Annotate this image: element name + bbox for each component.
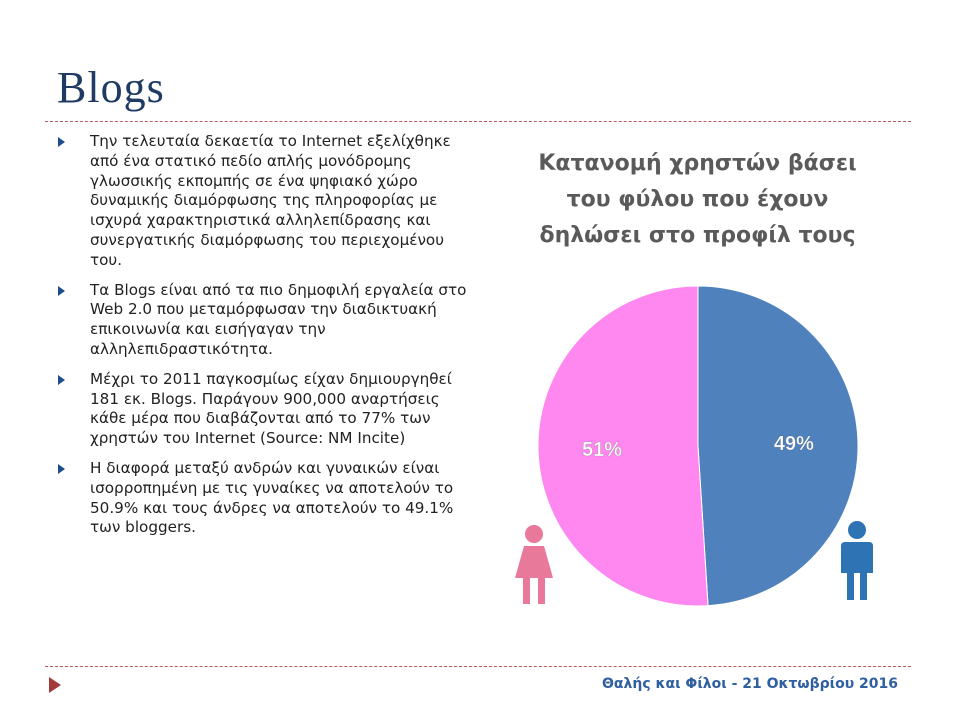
bullet-text: Η διαφορά μεταξύ ανδρών και γυναικών είν… [90, 458, 454, 537]
pie-label-1: 51% [582, 439, 622, 461]
bullet-text: Μέχρι το 2011 παγκοσμίως είχαν δημιουργη… [90, 369, 452, 448]
bullet-arrow-icon [58, 463, 65, 474]
bullet-arrow-icon [58, 374, 65, 385]
bullet-item: Την τελευταία δεκαετία το Internet εξελί… [56, 132, 476, 271]
pie-slice-0 [697, 285, 859, 607]
footer-text: Θαλής και Φίλοι - 21 Οκτωβρίου 2016 [602, 676, 898, 692]
bullet-item: Η διαφορά μεταξύ ανδρών και γυναικών είν… [56, 459, 476, 538]
bottom-divider [45, 666, 911, 667]
bullet-arrow-icon [58, 137, 65, 147]
pie-label-0: 49% [774, 433, 814, 455]
slide-title: Blogs [57, 63, 165, 112]
bullet-list: Την τελευταία δεκαετία το Internet εξελί… [56, 132, 476, 548]
bullet-text: Τα Blogs είναι από τα πιο δημοφιλή εργαλ… [90, 280, 467, 358]
footer-arrow-icon [49, 677, 61, 693]
bullet-item: Μέχρι το 2011 παγκοσμίως είχαν δημιουργη… [56, 370, 476, 449]
chart-title: Κατανομή χρηστών βάσει του φύλου που έχο… [538, 151, 857, 248]
pie-slice-1 [537, 285, 709, 607]
bullet-text: Την τελευταία δεκαετία το Internet εξελί… [90, 132, 451, 269]
bullet-item: Τα Blogs είναι από τα πιο δημοφιλή εργαλ… [56, 281, 476, 360]
male-icon [841, 521, 873, 600]
top-divider [45, 121, 911, 122]
bullet-arrow-icon [58, 285, 65, 296]
female-icon [515, 525, 553, 604]
